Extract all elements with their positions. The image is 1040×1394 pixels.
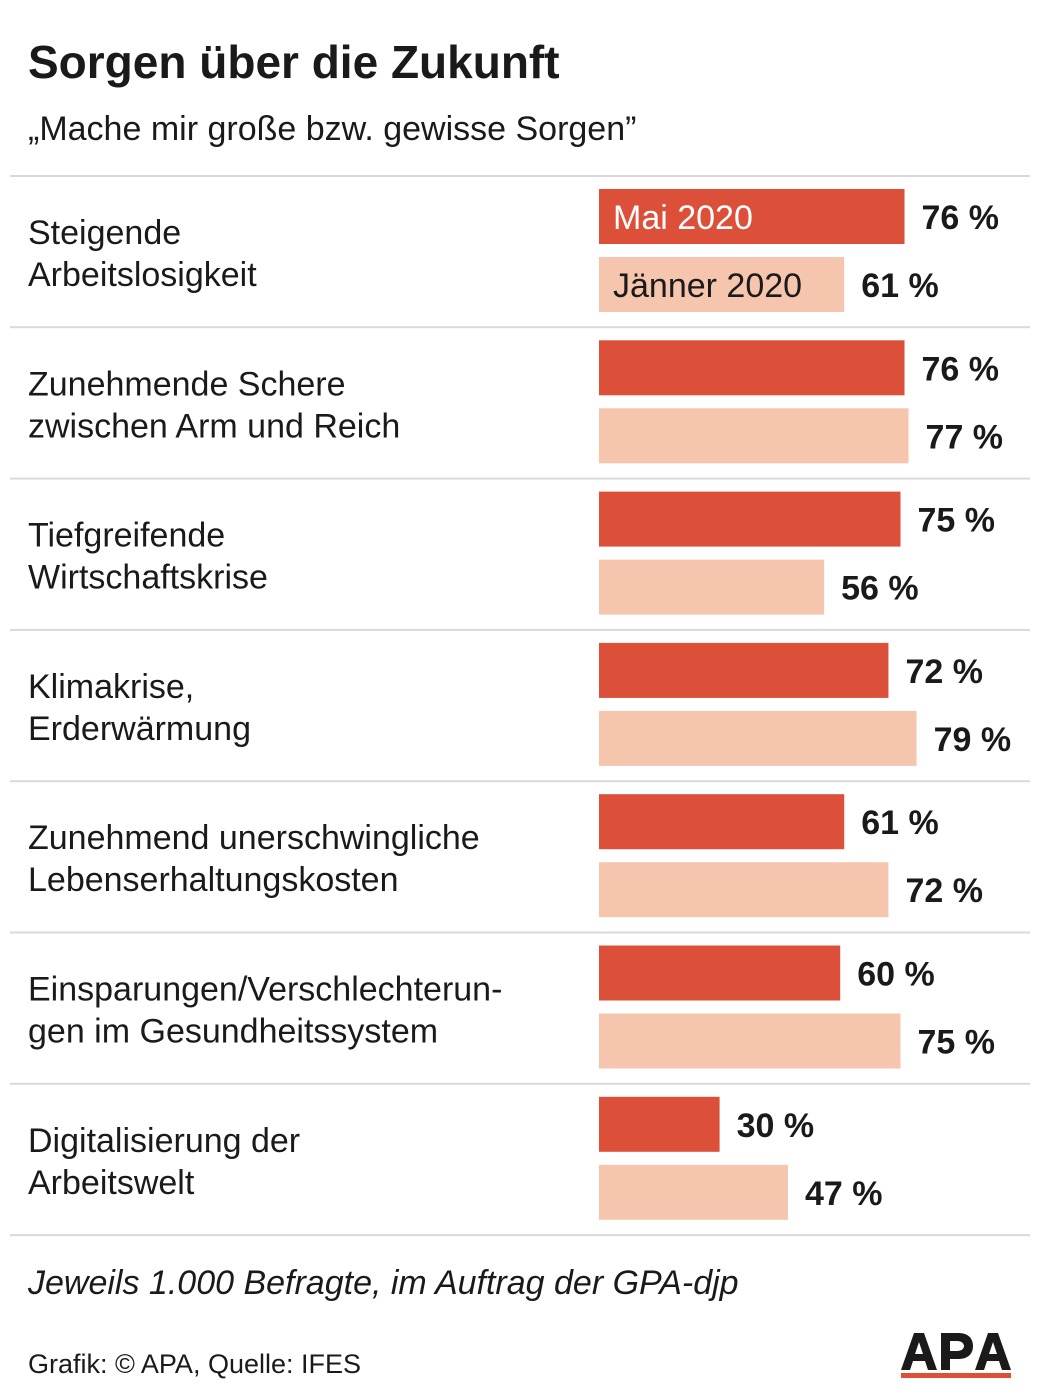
bar-jaenner-2020 bbox=[599, 1013, 901, 1069]
category-label: Klimakrise, Erderwärmung bbox=[28, 668, 251, 748]
data-label: 76 % bbox=[922, 199, 1000, 237]
category-label: Einsparungen/Verschlechterun-gen im Gesu… bbox=[28, 971, 502, 1051]
category-label: Zunehmende Schere zwischen Arm und Reich bbox=[28, 365, 400, 445]
apa-logo-mark bbox=[901, 1333, 1011, 1378]
bar-jaenner-2020 bbox=[599, 1164, 788, 1220]
bar-mai-2020 bbox=[599, 642, 889, 698]
bar-mai-2020 bbox=[599, 945, 841, 1001]
source-credit: Grafik: © APA, Quelle: IFES bbox=[28, 1349, 362, 1379]
data-label: 79 % bbox=[934, 721, 1012, 759]
bar-jaenner-2020 bbox=[599, 710, 917, 766]
data-label: 30 % bbox=[737, 1107, 815, 1145]
bar-mai-2020 bbox=[599, 794, 845, 850]
chart-subtitle: „Mache mir große bzw. gewisse Sorgen” bbox=[28, 110, 637, 148]
apa-logo-underline bbox=[901, 1373, 1011, 1378]
bar-jaenner-2020 bbox=[599, 257, 845, 312]
data-label: 56 % bbox=[841, 570, 919, 608]
data-label: 61 % bbox=[861, 804, 939, 842]
legend-entry: Jänner 2020 bbox=[613, 267, 802, 305]
bar-chart: Steigende Arbeitslosigkeit 76 % Mai 2020 61 … bbox=[10, 175, 1030, 1237]
category-label: Tiefgreifende Wirtschaftskrise bbox=[28, 517, 268, 597]
bar-jaenner-2020 bbox=[599, 862, 889, 918]
data-label: 75 % bbox=[918, 502, 996, 540]
bar-mai-2020 bbox=[599, 1096, 720, 1152]
data-label: 72 % bbox=[905, 653, 983, 691]
chart-title: Sorgen über die Zukunft bbox=[28, 36, 560, 88]
data-label: 75 % bbox=[918, 1024, 996, 1062]
apa-logo-letter-a1 bbox=[901, 1333, 937, 1370]
footnote: Jeweils 1.000 Befragte, im Auftrag der G… bbox=[28, 1264, 739, 1302]
data-label: 61 % bbox=[861, 267, 939, 305]
data-label: 47 % bbox=[805, 1175, 883, 1213]
data-label: 76 % bbox=[922, 350, 1000, 388]
data-label: 72 % bbox=[905, 872, 983, 910]
apa-logo-letter-a2 bbox=[975, 1333, 1011, 1370]
category-label: Steigende Arbeitslosigkeit bbox=[28, 214, 257, 294]
bar-mai-2020 bbox=[599, 340, 905, 396]
data-label: 77 % bbox=[926, 418, 1004, 456]
data-label: 60 % bbox=[857, 956, 935, 994]
category-label: Digitalisierung der Arbeitswelt bbox=[28, 1122, 300, 1202]
bar-mai-2020 bbox=[599, 491, 901, 547]
apa-logo bbox=[901, 1333, 1011, 1378]
legend-entry: Mai 2020 bbox=[613, 199, 753, 237]
bar-jaenner-2020 bbox=[599, 559, 825, 615]
bar-jaenner-2020 bbox=[599, 408, 909, 464]
apa-logo-letter-p bbox=[941, 1333, 973, 1370]
category-label: Zunehmend unerschwingliche Lebenserhaltun… bbox=[28, 819, 480, 899]
bar-mai-2020 bbox=[599, 189, 905, 244]
